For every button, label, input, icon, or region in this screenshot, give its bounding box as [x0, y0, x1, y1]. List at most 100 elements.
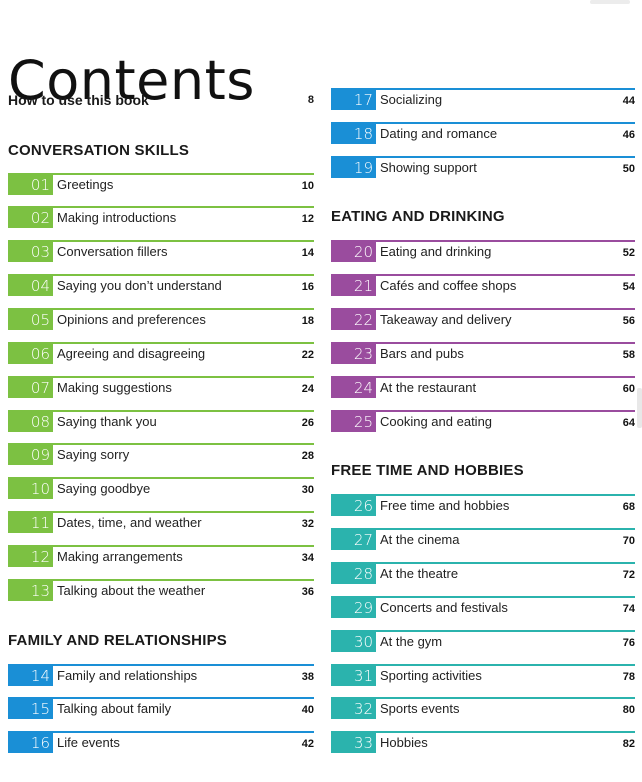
entry-number-badge: 22 — [331, 310, 376, 330]
entry-page-number: 52 — [622, 247, 635, 259]
contents-entry-04[interactable]: 04 Saying you don’t understand 16 — [8, 274, 314, 296]
entry-page-number: 18 — [301, 315, 314, 327]
contents-entry-28[interactable]: 28 At the theatre 72 — [331, 562, 635, 584]
entry-number-badge: 09 — [8, 445, 53, 465]
contents-entry-13[interactable]: 13 Talking about the weather 36 — [8, 579, 314, 601]
entry-label: Greetings — [57, 177, 114, 192]
contents-entry-26[interactable]: 26 Free time and hobbies 68 — [331, 494, 635, 516]
entry-label: Socializing — [380, 92, 443, 107]
how-to-use-label: How to use this book — [8, 92, 149, 108]
contents-entry-33[interactable]: 33 Hobbies 82 — [331, 731, 635, 753]
entry-rule — [331, 240, 635, 242]
entry-rule — [331, 88, 635, 90]
contents-entry-06[interactable]: 06 Agreeing and disagreeing 22 — [8, 342, 314, 364]
entry-number-badge: 04 — [8, 276, 53, 296]
entry-page-number: 74 — [622, 603, 635, 615]
entry-label: Saying sorry — [57, 447, 130, 462]
entry-number-badge: 26 — [331, 496, 376, 516]
entry-number-badge: 23 — [331, 344, 376, 364]
entry-number-badge: 13 — [8, 581, 53, 601]
contents-entry-11[interactable]: 11 Dates, time, and weather 32 — [8, 511, 314, 533]
contents-entry-22[interactable]: 22 Takeaway and delivery 56 — [331, 308, 635, 330]
entry-rule — [331, 562, 635, 564]
entry-rule — [331, 630, 635, 632]
contents-entry-29[interactable]: 29 Concerts and festivals 74 — [331, 596, 635, 618]
entry-rule — [8, 511, 314, 513]
contents-entry-08[interactable]: 08 Saying thank you 26 — [8, 410, 314, 432]
window-top-bar — [590, 0, 630, 4]
contents-entry-09[interactable]: 09 Saying sorry 28 — [8, 443, 314, 465]
entry-number-badge: 29 — [331, 598, 376, 618]
entry-label: Concerts and festivals — [380, 600, 508, 615]
contents-entry-10[interactable]: 10 Saying goodbye 30 — [8, 477, 314, 499]
scrollbar[interactable] — [637, 388, 642, 428]
entry-page-number: 28 — [301, 450, 314, 462]
contents-entry-32[interactable]: 32 Sports events 80 — [331, 697, 635, 719]
section-eating-drinking: EATING AND DRINKING — [331, 208, 505, 225]
entry-rule — [8, 545, 314, 547]
section-conversation-skills: CONVERSATION SKILLS — [8, 142, 190, 159]
entry-number-badge: 03 — [8, 242, 53, 262]
entry-number-badge: 19 — [331, 158, 376, 178]
contents-entry-21[interactable]: 21 Cafés and coffee shops 54 — [331, 274, 635, 296]
entry-page-number: 82 — [622, 738, 635, 750]
entry-number-badge: 20 — [331, 242, 376, 262]
contents-entry-16[interactable]: 16 Life events 42 — [8, 731, 314, 753]
contents-entry-20[interactable]: 20 Eating and drinking 52 — [331, 240, 635, 262]
contents-entry-23[interactable]: 23 Bars and pubs 58 — [331, 342, 635, 364]
entry-number-badge: 07 — [8, 378, 53, 398]
contents-entry-02[interactable]: 02 Making introductions 12 — [8, 206, 314, 228]
contents-entry-14[interactable]: 14 Family and relationships 38 — [8, 664, 314, 686]
entry-page-number: 50 — [622, 163, 635, 175]
contents-entry-07[interactable]: 07 Making suggestions 24 — [8, 376, 314, 398]
entry-rule — [8, 308, 314, 310]
entry-page-number: 22 — [301, 349, 314, 361]
contents-entry-17[interactable]: 17 Socializing 44 — [331, 88, 635, 110]
contents-entry-24[interactable]: 24 At the restaurant 60 — [331, 376, 635, 398]
entry-rule — [331, 308, 635, 310]
contents-entry-12[interactable]: 12 Making arrangements 34 — [8, 545, 314, 567]
entry-label: Free time and hobbies — [380, 498, 510, 513]
contents-entry-25[interactable]: 25 Cooking and eating 64 — [331, 410, 635, 432]
entry-number-badge: 15 — [8, 699, 53, 719]
entry-number-badge: 01 — [8, 175, 53, 195]
entry-label: Making suggestions — [57, 380, 172, 395]
entry-rule — [331, 494, 635, 496]
contents-entry-31[interactable]: 31 Sporting activities 78 — [331, 664, 635, 686]
entry-number-badge: 27 — [331, 530, 376, 550]
entry-page-number: 58 — [622, 349, 635, 361]
entry-rule — [8, 697, 314, 699]
entry-page-number: 46 — [622, 129, 635, 141]
contents-entry-18[interactable]: 18 Dating and romance 46 — [331, 122, 635, 144]
entry-rule — [331, 731, 635, 733]
entry-number-badge: 05 — [8, 310, 53, 330]
entry-number-badge: 08 — [8, 412, 53, 432]
entry-number-badge: 33 — [331, 733, 376, 753]
entry-number-badge: 28 — [331, 564, 376, 584]
entry-label: Life events — [57, 735, 120, 750]
entry-rule — [331, 664, 635, 666]
entry-rule — [8, 443, 314, 445]
entry-label: Agreeing and disagreeing — [57, 346, 206, 361]
entry-rule — [8, 274, 314, 276]
entry-page-number: 12 — [301, 213, 314, 225]
contents-entry-01[interactable]: 01 Greetings 10 — [8, 173, 314, 195]
contents-entry-05[interactable]: 05 Opinions and preferences 18 — [8, 308, 314, 330]
entry-rule — [8, 240, 314, 242]
entry-page-number: 80 — [622, 704, 635, 716]
entry-number-badge: 30 — [331, 632, 376, 652]
entry-page-number: 24 — [301, 383, 314, 395]
how-to-use-entry[interactable]: How to use this book 8 — [8, 92, 314, 110]
entry-label: At the restaurant — [380, 380, 477, 395]
entry-label: Cooking and eating — [380, 414, 493, 429]
entry-label: At the gym — [380, 634, 443, 649]
contents-entry-30[interactable]: 30 At the gym 76 — [331, 630, 635, 652]
section-free-time-hobbies: FREE TIME AND HOBBIES — [331, 462, 524, 479]
contents-entry-03[interactable]: 03 Conversation fillers 14 — [8, 240, 314, 262]
entry-number-badge: 25 — [331, 412, 376, 432]
entry-page-number: 54 — [622, 281, 635, 293]
contents-entry-15[interactable]: 15 Talking about family 40 — [8, 697, 314, 719]
contents-entry-19[interactable]: 19 Showing support 50 — [331, 156, 635, 178]
contents-entry-27[interactable]: 27 At the cinema 70 — [331, 528, 635, 550]
entry-rule — [331, 376, 635, 378]
